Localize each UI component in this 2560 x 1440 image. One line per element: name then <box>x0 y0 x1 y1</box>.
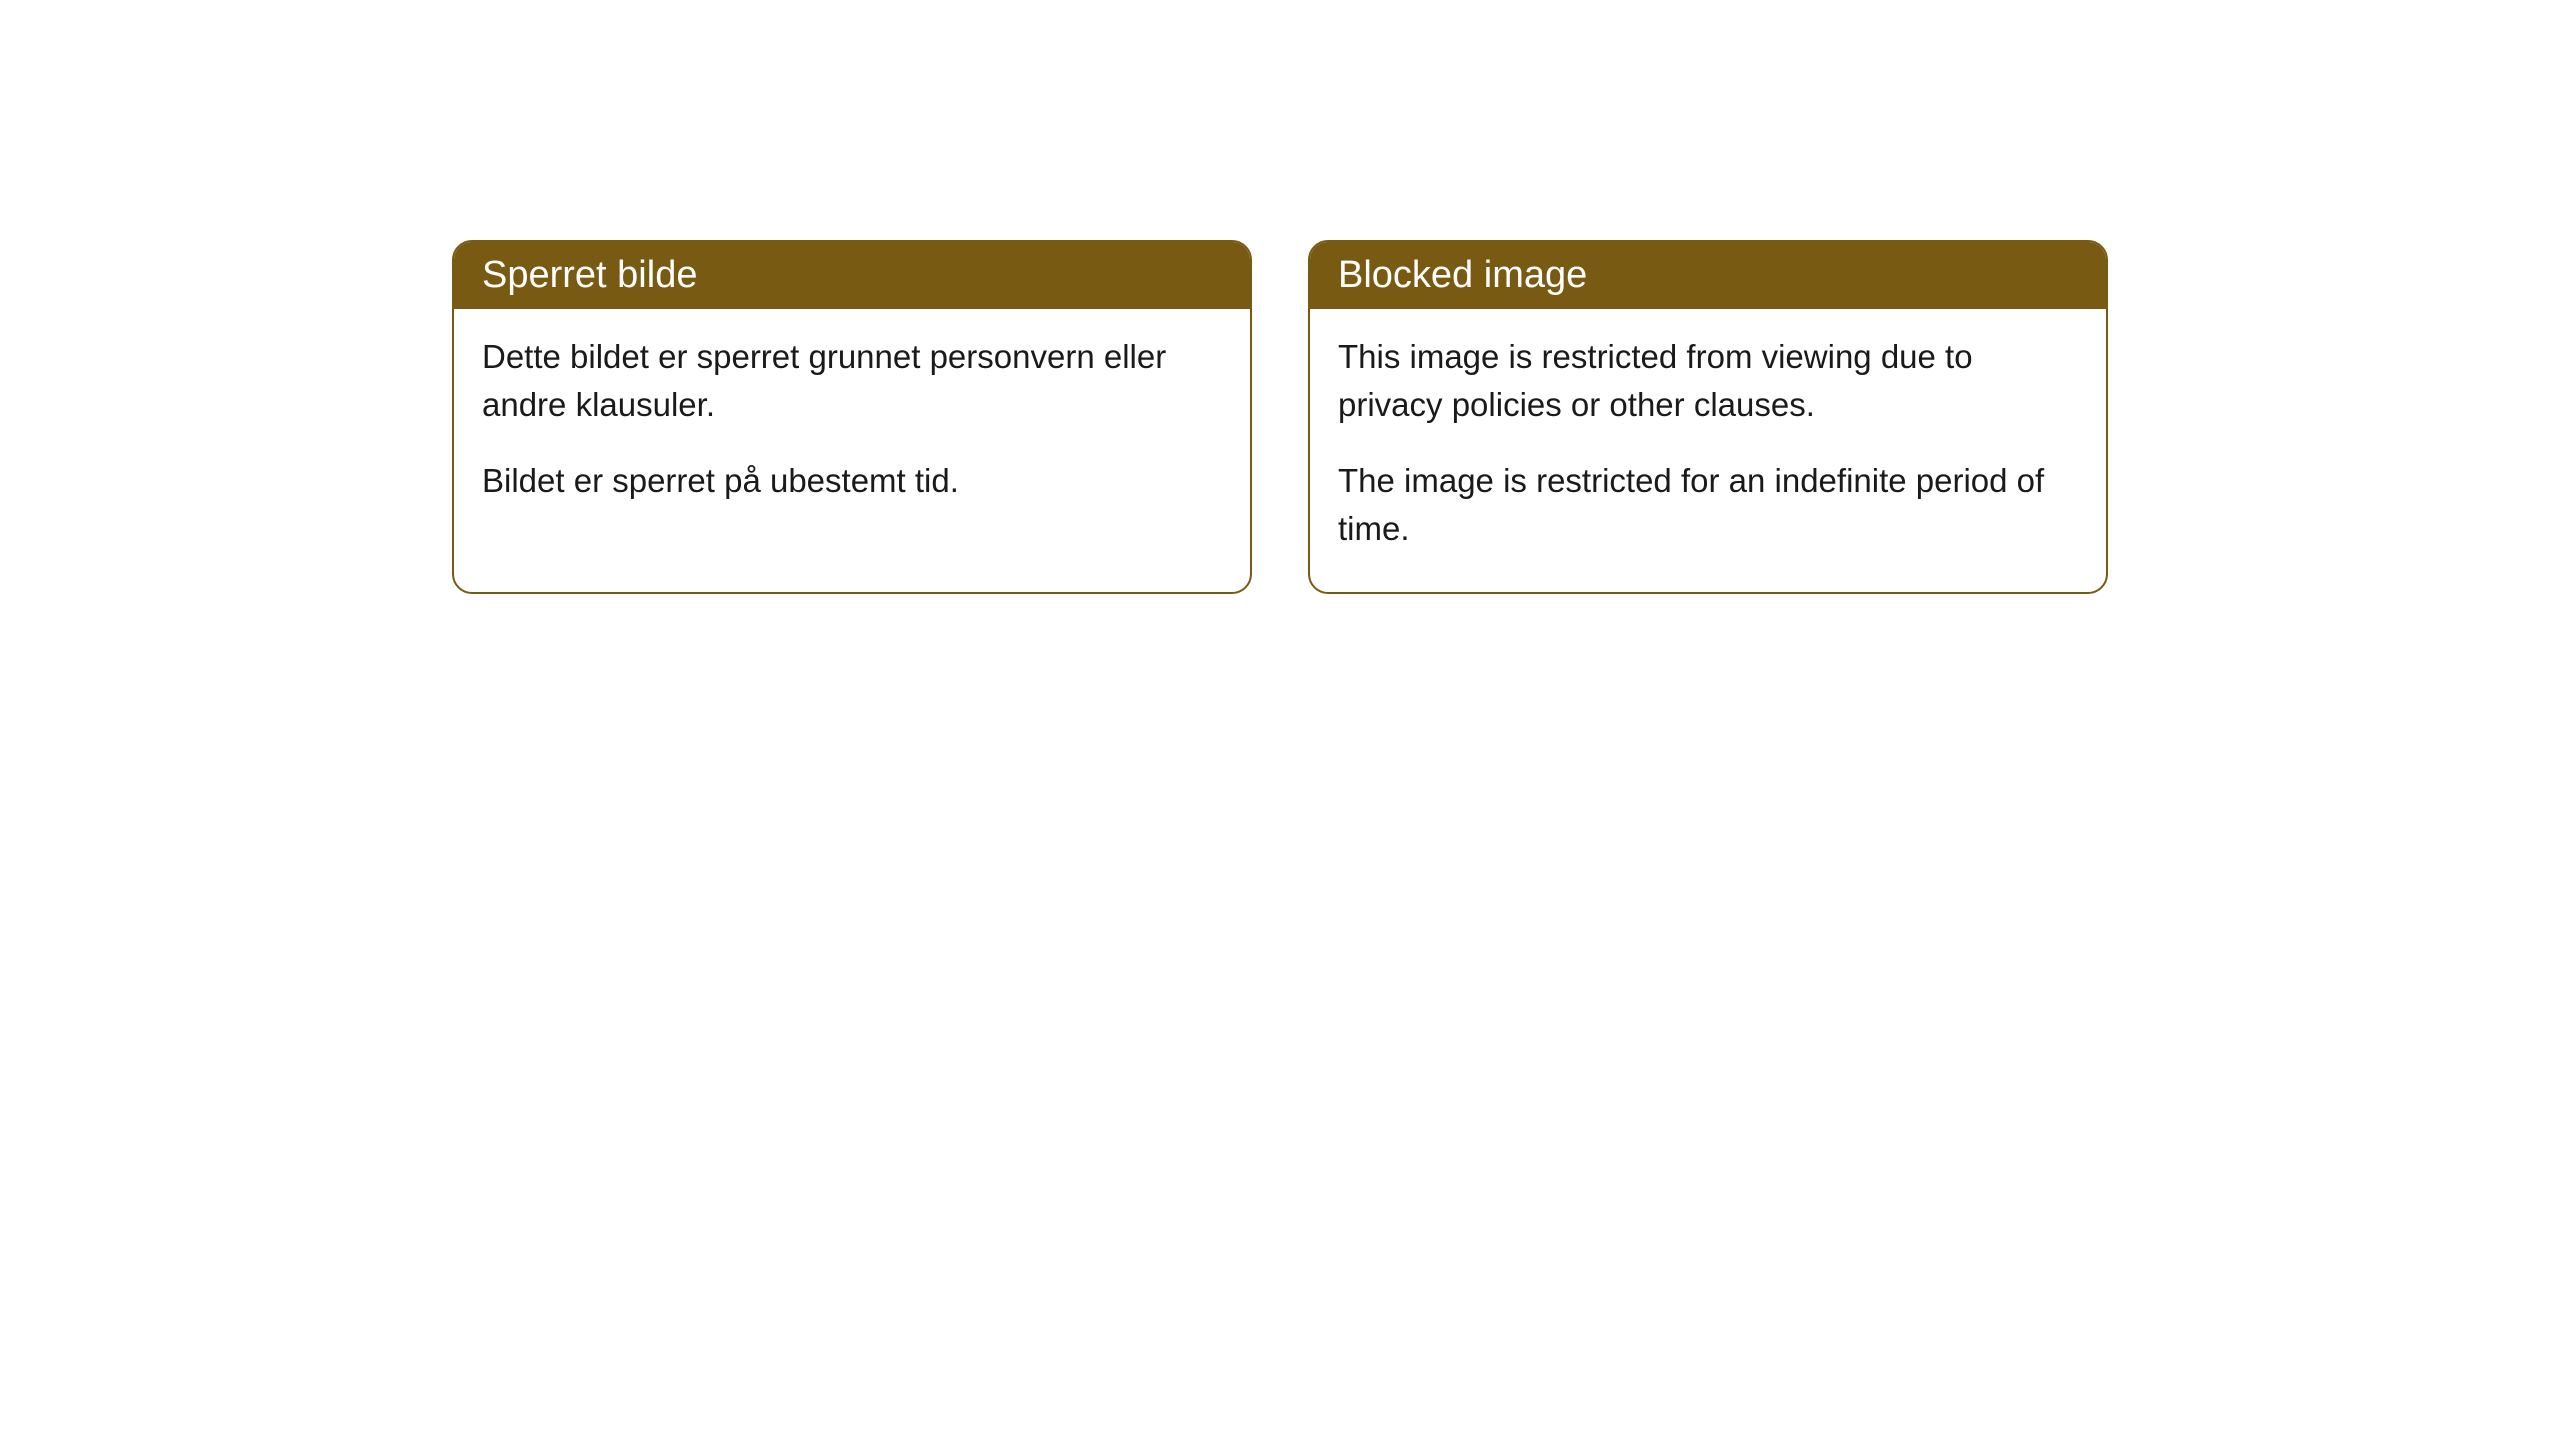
card-header: Sperret bilde <box>454 242 1250 309</box>
card-body: This image is restricted from viewing du… <box>1310 309 2106 592</box>
notice-cards-container: Sperret bilde Dette bildet er sperret gr… <box>0 240 2560 594</box>
card-header: Blocked image <box>1310 242 2106 309</box>
card-title: Blocked image <box>1338 254 1587 296</box>
notice-card-english: Blocked image This image is restricted f… <box>1308 240 2108 594</box>
card-paragraph: This image is restricted from viewing du… <box>1338 333 2078 429</box>
card-paragraph: Bildet er sperret på ubestemt tid. <box>482 457 1222 505</box>
card-title: Sperret bilde <box>482 254 697 296</box>
notice-card-norwegian: Sperret bilde Dette bildet er sperret gr… <box>452 240 1252 594</box>
card-paragraph: The image is restricted for an indefinit… <box>1338 457 2078 553</box>
card-paragraph: Dette bildet er sperret grunnet personve… <box>482 333 1222 429</box>
card-body: Dette bildet er sperret grunnet personve… <box>454 309 1250 545</box>
